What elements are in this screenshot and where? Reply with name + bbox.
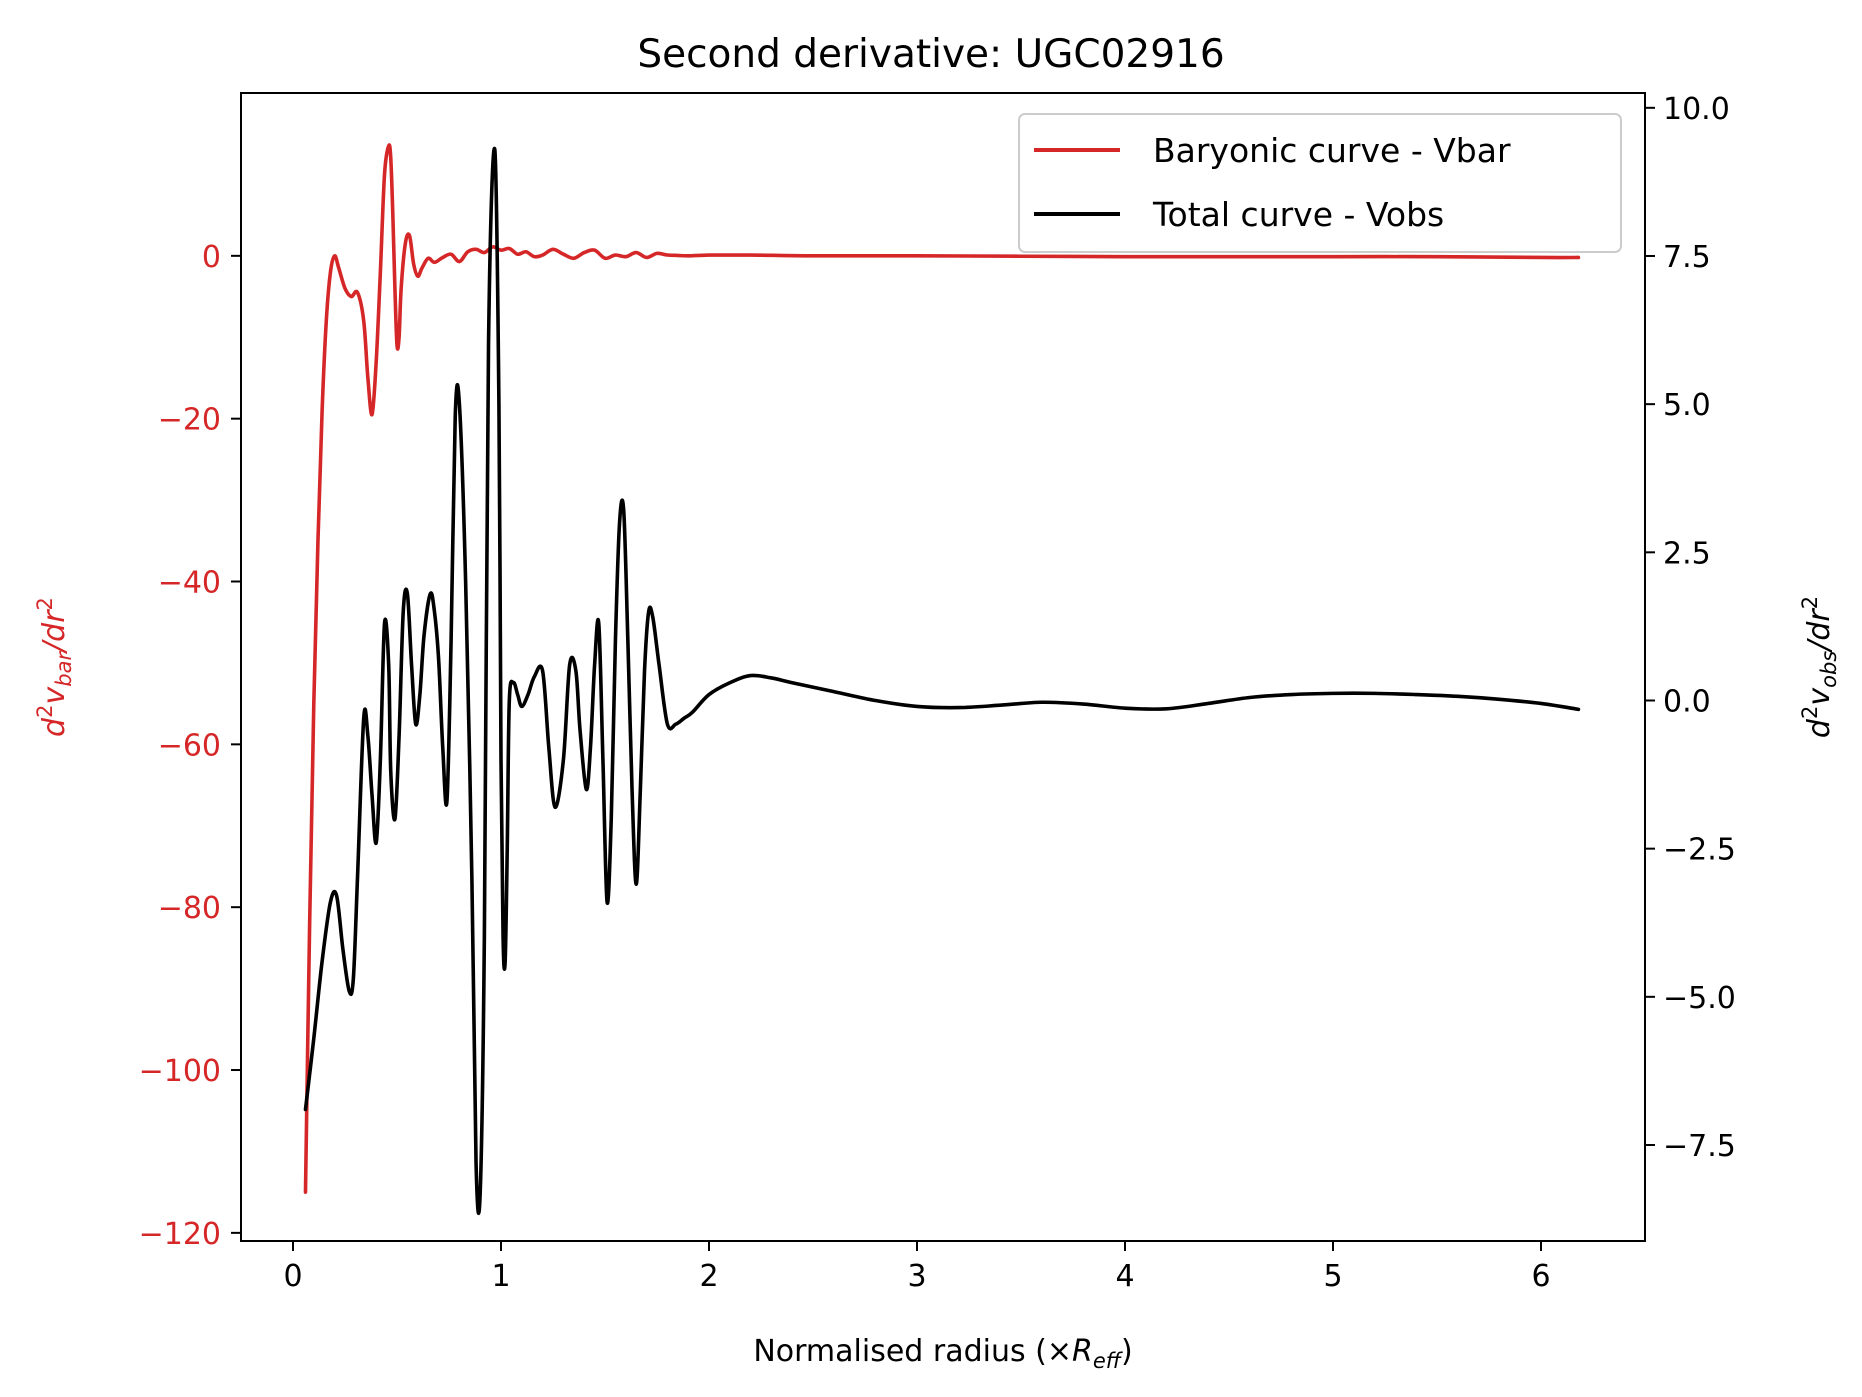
y-axis-right: 10.0 7.5 5.0 2.5 0.0 −2.5 −5.0 −7.5 <box>1645 92 1736 1164</box>
x-axis: 0 1 2 3 4 5 6 <box>283 1241 1551 1294</box>
x-tick-label: 6 <box>1531 1259 1550 1294</box>
legend-label-total: Total curve - Vobs <box>1152 195 1444 234</box>
x-tick-label: 4 <box>1115 1259 1134 1294</box>
y-axis-left-label: d2vbar/dr2 <box>33 597 76 737</box>
legend-label-baryonic: Baryonic curve - Vbar <box>1153 131 1511 170</box>
x-tick-label: 3 <box>907 1259 926 1294</box>
y-right-tick-label: 10.0 <box>1663 92 1730 127</box>
plot-area <box>303 143 1581 1216</box>
y-left-tick-label: 0 <box>202 240 221 275</box>
y-left-tick-label: −100 <box>139 1054 221 1089</box>
y-left-tick-label: −40 <box>158 566 221 601</box>
x-axis-label: Normalised radius (×Reff) <box>753 1334 1132 1373</box>
y-right-tick-label: 2.5 <box>1663 536 1711 571</box>
y-left-tick-label: −20 <box>158 403 221 438</box>
axes-frame <box>240 92 1646 1242</box>
y-right-tick-label: −7.5 <box>1663 1129 1736 1164</box>
x-tick-label: 2 <box>699 1259 718 1294</box>
svg-text:d2vobs/dr2: d2vobs/dr2 <box>1798 596 1841 738</box>
series-line-total <box>303 146 1581 1216</box>
series-line-baryonic <box>303 143 1581 1194</box>
y-right-tick-label: 7.5 <box>1663 240 1711 275</box>
y-left-tick-label: −120 <box>139 1217 221 1252</box>
x-tick-label: 0 <box>283 1259 302 1294</box>
svg-text:d2vbar/dr2: d2vbar/dr2 <box>33 597 76 737</box>
y-right-tick-label: 5.0 <box>1663 388 1711 423</box>
y-right-tick-label: −2.5 <box>1663 833 1736 868</box>
legend: Baryonic curve - Vbar Total curve - Vobs <box>1018 113 1622 253</box>
chart-title: Second derivative: UGC02916 <box>637 32 1224 77</box>
y-left-tick-label: −60 <box>158 728 221 763</box>
x-tick-label: 5 <box>1323 1259 1342 1294</box>
y-right-tick-label: 0.0 <box>1663 684 1711 719</box>
y-axis-right-label: d2vobs/dr2 <box>1798 596 1841 738</box>
y-axis-left: 0 −20 −40 −60 −80 −100 −120 <box>139 240 241 1252</box>
x-tick-label: 1 <box>491 1259 510 1294</box>
y-left-tick-label: −80 <box>158 891 221 926</box>
y-right-tick-label: −5.0 <box>1663 981 1736 1016</box>
